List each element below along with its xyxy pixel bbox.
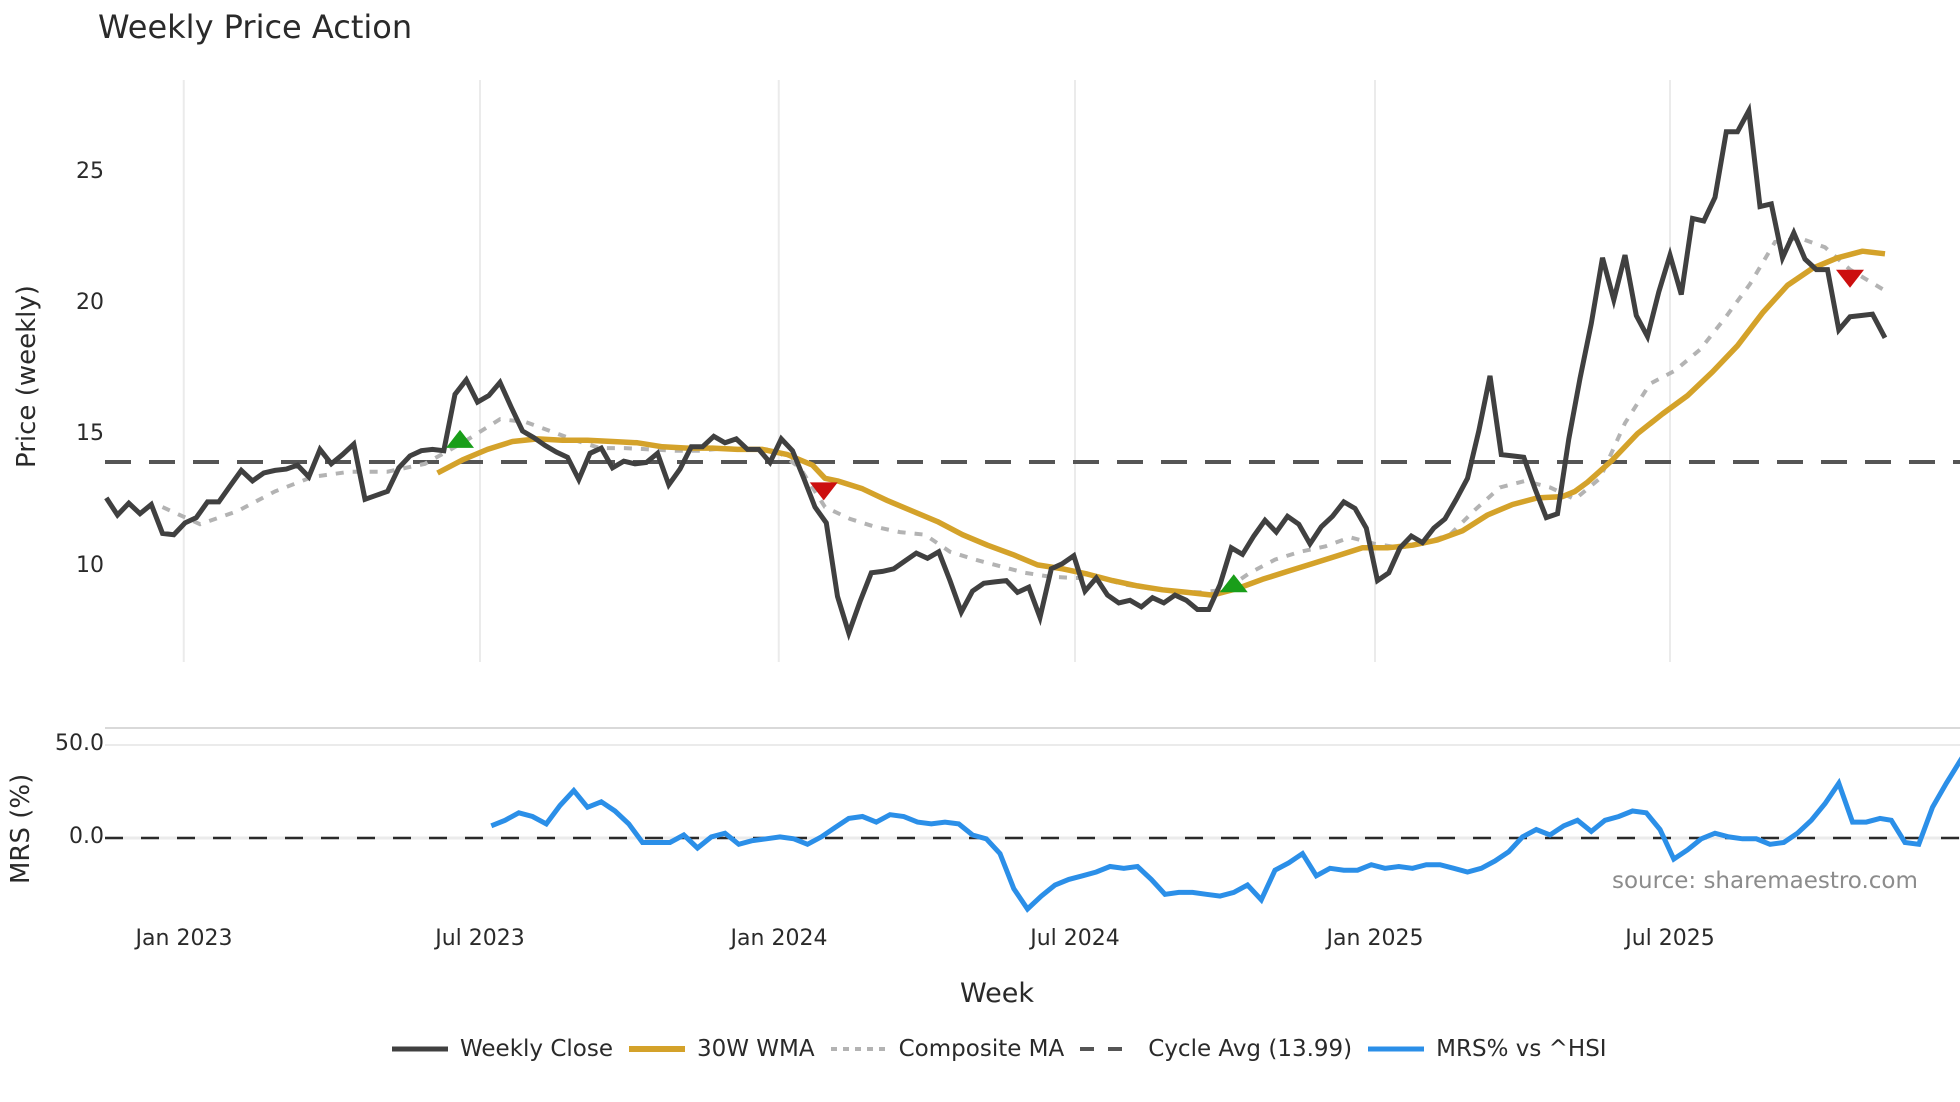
xtick-jul-2023: Jul 2023 <box>435 926 525 951</box>
price-ytick-15: 15 <box>76 421 104 446</box>
weekly-close-line <box>104 102 1888 642</box>
legend-label: MRS% vs ^HSI <box>1436 1036 1607 1062</box>
dashed-line-icon <box>1080 1047 1137 1051</box>
wma-30w-line <box>436 248 1886 598</box>
legend-label: 30W WMA <box>696 1036 815 1062</box>
solid-line-icon <box>392 1046 448 1052</box>
x-axis-label: Week <box>960 978 1034 1009</box>
signal-markers <box>446 269 1864 593</box>
buy-signal-triangle-up-icon <box>1219 574 1248 593</box>
sell-signal-triangle-down-icon <box>809 482 838 501</box>
vertical-gridlines <box>182 80 1671 662</box>
legend-item-weekly-close[interactable]: Weekly Close <box>390 1036 613 1062</box>
xtick-jan-2024: Jan 2024 <box>730 926 828 951</box>
legend-item-mrs[interactable]: MRS% vs ^HSI <box>1366 1036 1607 1062</box>
mrs-y-axis-label: MRS (%) <box>6 773 36 884</box>
legend-label: Weekly Close <box>460 1036 613 1062</box>
xtick-jan-2023: Jan 2023 <box>135 926 233 951</box>
chart-title: Weekly Price Action <box>98 8 413 46</box>
price-y-axis-label: Price (weekly) <box>12 285 42 468</box>
price-ytick-10: 10 <box>76 553 104 578</box>
mrs-ytick-50: 50.0 <box>55 731 104 756</box>
legend-item-wma[interactable]: 30W WMA <box>627 1036 815 1062</box>
xtick-jul-2025: Jul 2025 <box>1625 926 1715 951</box>
mrs-ytick-0: 0.0 <box>69 824 104 849</box>
buy-signal-triangle-up-icon <box>446 429 474 448</box>
composite-ma-line <box>161 236 1887 595</box>
xtick-jul-2024: Jul 2024 <box>1030 926 1120 951</box>
dotted-line-icon <box>830 1047 887 1051</box>
sell-signal-triangle-down-icon <box>1836 269 1864 288</box>
source-attribution: source: sharemaestro.com <box>1612 868 1918 894</box>
legend-label: Composite MA <box>898 1036 1065 1062</box>
legend-item-cycle-avg[interactable]: Cycle Avg (13.99) <box>1078 1036 1352 1062</box>
solid-line-icon <box>1368 1046 1425 1052</box>
price-ytick-20: 20 <box>76 290 104 315</box>
mrs-line <box>490 756 1960 913</box>
legend: Weekly Close 30W WMA Composite MA Cycle … <box>390 1036 1621 1062</box>
solid-line-icon <box>628 1046 685 1052</box>
legend-label: Cycle Avg (13.99) <box>1148 1036 1353 1062</box>
xtick-jan-2025: Jan 2025 <box>1326 926 1424 951</box>
price-ytick-25: 25 <box>76 159 104 184</box>
legend-item-composite-ma[interactable]: Composite MA <box>829 1036 1065 1062</box>
